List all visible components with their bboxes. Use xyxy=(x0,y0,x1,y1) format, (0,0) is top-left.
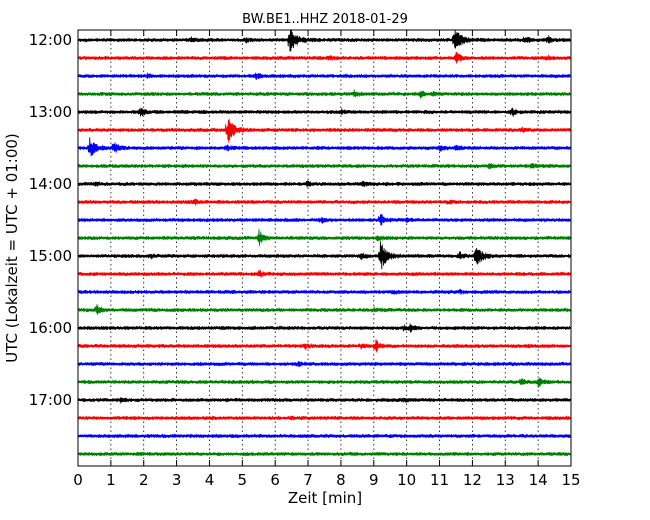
trace-1745 xyxy=(78,451,571,457)
trace-1415 xyxy=(78,198,571,206)
trace-1330 xyxy=(78,137,571,157)
trace-1600 xyxy=(78,323,571,333)
x-tick-label: 7 xyxy=(303,471,313,489)
y-tick-label: 16:00 xyxy=(29,319,72,337)
y-tick-label: 12:00 xyxy=(29,31,72,49)
x-tick-label: 15 xyxy=(561,471,580,489)
grid-layer xyxy=(110,30,539,466)
trace-1345 xyxy=(78,162,571,170)
trace-layer xyxy=(78,29,571,457)
trace-1630 xyxy=(78,360,571,368)
trace-1645 xyxy=(78,377,571,388)
trace-1400 xyxy=(78,180,571,188)
trace-1715 xyxy=(78,415,571,421)
trace-1215 xyxy=(78,51,571,64)
x-tick-label: 9 xyxy=(369,471,379,489)
plot-frame xyxy=(77,29,572,467)
x-tick-label: 11 xyxy=(430,471,449,489)
y-tick-label: 15:00 xyxy=(29,247,72,265)
trace-1700 xyxy=(78,397,571,404)
trace-1445 xyxy=(78,228,571,247)
trace-1430 xyxy=(78,214,571,226)
y-tick-label: 13:00 xyxy=(29,103,72,121)
trace-1545 xyxy=(78,304,571,316)
trace-1515 xyxy=(78,269,571,278)
trace-1300 xyxy=(78,107,571,117)
x-tick-label: 12 xyxy=(463,471,482,489)
trace-1730 xyxy=(78,433,571,439)
x-tick-label: 0 xyxy=(73,471,83,489)
x-tick-label: 8 xyxy=(336,471,346,489)
y-tick-label: 14:00 xyxy=(29,175,72,193)
x-tick-label: 5 xyxy=(238,471,248,489)
x-tick-label: 13 xyxy=(496,471,515,489)
trace-1230 xyxy=(78,72,571,80)
x-tick-label: 2 xyxy=(139,471,149,489)
trace-1245 xyxy=(78,89,571,99)
axis-layer: 0 1 2 3 4 5 6 7 8 9 10 11 12 13 14 1512:0013:0014:0015:… xyxy=(29,30,581,489)
x-tick-label: 3 xyxy=(172,471,182,489)
trace-1530 xyxy=(78,288,571,295)
y-axis-label: UTC (Lokalzeit = UTC + 01:00) xyxy=(3,133,21,363)
x-tick-label: 14 xyxy=(529,471,548,489)
chart-title: BW.BE1..HHZ 2018-01-29 xyxy=(242,12,408,27)
trace-1500 xyxy=(78,241,571,270)
trace-1615 xyxy=(78,339,571,353)
y-tick-label: 17:00 xyxy=(29,391,72,409)
x-tick-label: 4 xyxy=(205,471,215,489)
trace-1315 xyxy=(78,118,571,143)
x-tick-label: 1 xyxy=(106,471,116,489)
x-tick-label: 10 xyxy=(397,471,416,489)
x-tick-label: 6 xyxy=(270,471,280,489)
x-axis-label: Zeit [min] xyxy=(288,489,362,507)
trace-1200 xyxy=(78,29,571,52)
